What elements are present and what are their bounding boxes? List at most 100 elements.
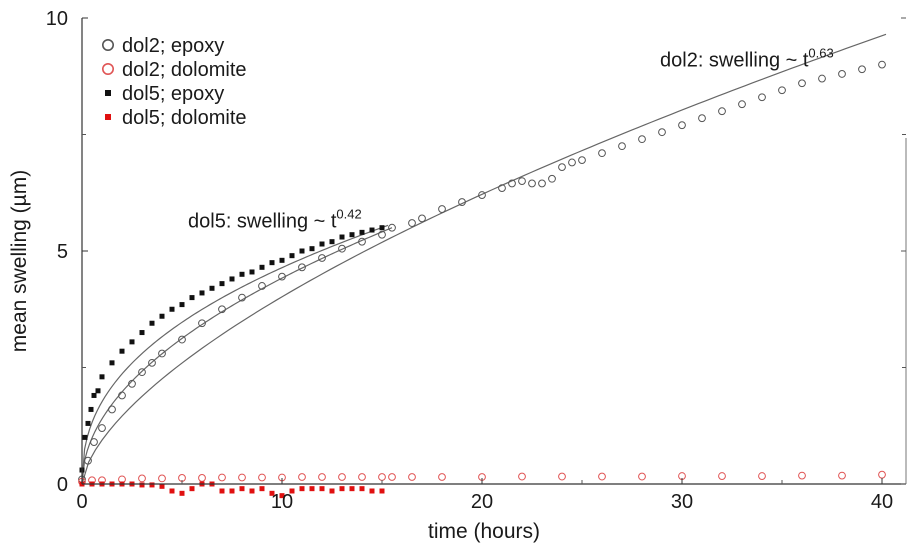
point-dol2-epoxy xyxy=(718,107,726,116)
point-dol5-epoxy xyxy=(319,241,325,247)
point-dol5-dolomite xyxy=(319,486,325,492)
point-dol2-epoxy xyxy=(498,184,506,192)
point-dol2-dolomite xyxy=(798,471,806,480)
point-dol2-epoxy xyxy=(378,230,386,239)
point-dol5-epoxy xyxy=(85,420,91,426)
point-dol5-epoxy xyxy=(209,285,215,291)
point-dol2-epoxy xyxy=(318,254,326,262)
legend-label-dol5-epoxy: dol5; epoxy xyxy=(122,83,224,105)
point-dol2-epoxy xyxy=(438,205,446,213)
point-dol2-dolomite xyxy=(558,472,566,481)
point-dol5-dolomite xyxy=(179,490,185,496)
point-dol2-epoxy xyxy=(538,179,546,188)
y-tick-label: 10 xyxy=(46,8,68,30)
point-dol5-epoxy xyxy=(279,257,285,263)
point-dol2-dolomite xyxy=(718,472,726,480)
fit-curves xyxy=(81,33,887,485)
point-dol2-dolomite xyxy=(138,474,146,483)
point-dol2-epoxy xyxy=(298,263,306,272)
series-dol2-dolomite xyxy=(78,470,886,486)
point-dol2-epoxy xyxy=(878,60,886,69)
series-dol5-dolomite xyxy=(79,481,385,499)
point-dol2-epoxy xyxy=(838,70,846,78)
point-dol2-epoxy xyxy=(358,237,366,246)
point-dol2-dolomite xyxy=(258,473,266,482)
point-dol2-epoxy xyxy=(738,100,746,109)
point-dol5-epoxy xyxy=(88,406,94,412)
point-dol5-epoxy xyxy=(329,239,335,245)
point-dol2-epoxy xyxy=(128,379,136,388)
point-dol5-epoxy xyxy=(359,229,365,235)
x-tick-label: 40 xyxy=(871,491,893,513)
annotation-dol5-exponent: 0.42 xyxy=(336,206,361,221)
point-dol2-epoxy xyxy=(578,156,586,165)
point-dol2-epoxy xyxy=(408,219,416,227)
point-dol2-dolomite xyxy=(158,474,166,483)
point-dol2-epoxy xyxy=(658,128,666,137)
point-dol5-dolomite xyxy=(299,486,305,492)
point-dol2-epoxy xyxy=(90,438,98,446)
point-dol5-epoxy xyxy=(99,374,105,380)
point-dol2-epoxy xyxy=(478,191,486,199)
point-dol5-dolomite xyxy=(279,493,285,499)
point-dol2-epoxy xyxy=(778,86,786,95)
point-dol2-epoxy xyxy=(108,405,116,414)
point-dol5-dolomite xyxy=(369,488,375,494)
point-dol5-epoxy xyxy=(149,320,155,326)
x-tick-label: 10 xyxy=(271,491,293,513)
point-dol5-dolomite xyxy=(259,486,265,492)
y-tick-label: 5 xyxy=(57,241,68,263)
point-dol5-dolomite xyxy=(289,488,295,494)
point-dol2-dolomite xyxy=(358,473,366,481)
point-dol2-dolomite xyxy=(378,473,386,481)
point-dol2-dolomite xyxy=(198,474,206,482)
legend-marker-dol5-epoxy xyxy=(105,90,111,96)
fit-curve-0 xyxy=(81,33,887,485)
fit-curve-1 xyxy=(81,224,389,485)
point-dol5-dolomite xyxy=(219,488,225,494)
y-tick-label: 0 xyxy=(57,474,68,496)
point-dol5-epoxy xyxy=(269,260,275,266)
point-dol5-dolomite xyxy=(249,488,255,494)
point-dol2-dolomite xyxy=(318,473,326,481)
point-dol2-epoxy xyxy=(798,79,806,88)
point-dol2-dolomite xyxy=(218,473,226,482)
point-dol5-dolomite xyxy=(189,486,195,492)
series-dol2-epoxy xyxy=(78,60,886,484)
point-dol2-epoxy xyxy=(568,158,576,167)
annotation-dol2-text: dol2: swelling ~ t xyxy=(660,50,809,72)
point-dol5-dolomite xyxy=(339,486,345,492)
annotation-dol5: dol5: swelling ~ t0.42 xyxy=(188,206,362,232)
legend-label-dol2-dolomite: dol2; dolomite xyxy=(122,59,247,81)
point-dol5-dolomite xyxy=(169,488,175,494)
point-dol5-epoxy xyxy=(189,295,195,301)
point-dol2-epoxy xyxy=(218,305,226,314)
point-dol5-dolomite xyxy=(159,483,165,489)
point-dol5-epoxy xyxy=(259,264,265,270)
point-dol5-epoxy xyxy=(179,302,185,308)
point-dol5-dolomite xyxy=(359,486,365,492)
point-dol5-epoxy xyxy=(379,225,385,231)
legend-marker-dol2-dolomite xyxy=(102,62,115,75)
point-dol2-epoxy xyxy=(528,179,536,188)
point-dol2-epoxy xyxy=(278,272,286,281)
point-dol5-dolomite xyxy=(149,482,155,488)
point-dol2-epoxy xyxy=(678,121,686,130)
legend-label-dol5-dolomite: dol5; dolomite xyxy=(122,107,247,129)
point-dol2-epoxy xyxy=(698,114,706,123)
point-dol2-epoxy xyxy=(84,456,92,465)
point-dol2-epoxy xyxy=(138,368,146,377)
point-dol2-epoxy xyxy=(158,349,166,358)
point-dol2-dolomite xyxy=(758,472,766,480)
point-dol5-epoxy xyxy=(91,392,97,398)
point-dol2-epoxy xyxy=(98,424,106,432)
point-dol2-epoxy xyxy=(508,179,516,188)
point-dol5-dolomite xyxy=(269,490,275,496)
annotation-dol2-exponent: 0.63 xyxy=(808,46,833,61)
point-dol5-dolomite xyxy=(139,482,145,488)
point-dol2-dolomite xyxy=(388,473,396,481)
point-dol5-epoxy xyxy=(239,271,245,277)
point-dol2-dolomite xyxy=(298,473,306,481)
